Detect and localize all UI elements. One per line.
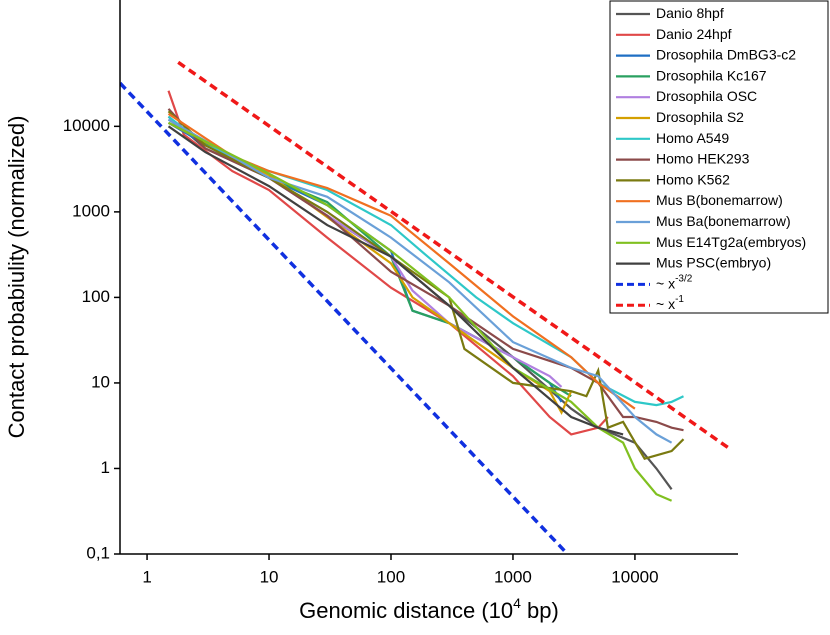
legend-exponent: -1 [675, 294, 684, 305]
legend-label: Homo K562 [656, 171, 730, 187]
x-label-tail: bp) [521, 598, 559, 623]
x-tick-label: 100 [377, 567, 405, 586]
legend-name: Danio 24hpf [656, 26, 732, 42]
legend-name: Mus E14Tg2a(embryos) [656, 234, 806, 250]
legend-label: Drosophila S2 [656, 109, 744, 125]
legend-label: Drosophila DmBG3-c2 [656, 46, 796, 62]
y-tick-label: 10 [91, 372, 110, 391]
legend-name: Drosophila OSC [656, 88, 757, 104]
legend-label: Drosophila OSC [656, 88, 757, 104]
x-label-text: Genomic distance (10 [299, 598, 513, 623]
legend-name: Drosophila S2 [656, 109, 744, 125]
series-line [167, 90, 609, 436]
series-line [167, 118, 673, 444]
legend-name: Danio 8hpf [656, 5, 724, 21]
y-tick-label: 100 [82, 287, 110, 306]
y-tick-label: 10000 [63, 116, 110, 135]
y-axis-label: Contact probabiulity (normalized) [4, 116, 29, 439]
legend-label: Mus B(bonemarrow) [656, 192, 783, 208]
legend-name: Mus Ba(bonemarrow) [656, 213, 791, 229]
series-line [177, 60, 731, 451]
series-line [167, 108, 684, 432]
series-line [167, 125, 624, 436]
x-axis-label: Genomic distance (104 bp) [299, 595, 559, 623]
legend-label: Mus E14Tg2a(embryos) [656, 234, 806, 250]
x-tick-label: 1 [142, 567, 151, 586]
legend-label: Danio 24hpf [656, 26, 732, 42]
legend-name: Homo A549 [656, 130, 729, 146]
legend-label: ~ x-3/2 [656, 273, 693, 291]
legend-label: Mus PSC(embryo) [656, 254, 771, 270]
legend-label: Drosophila Kc167 [656, 67, 767, 83]
legend-label: Homo A549 [656, 130, 729, 146]
legend-label: Mus Ba(bonemarrow) [656, 213, 791, 229]
series-line [167, 121, 573, 416]
legend-name: ~ x [656, 296, 675, 312]
legend-name: Drosophila Kc167 [656, 67, 767, 83]
legend-exponent: -3/2 [675, 273, 693, 284]
x-tick-label: 10 [260, 567, 279, 586]
y-tick-label: 1000 [72, 201, 110, 220]
legend-label: Danio 8hpf [656, 5, 724, 21]
plot-area [120, 60, 731, 554]
y-tick-label: 1 [101, 458, 110, 477]
series-line [120, 81, 569, 554]
legend-label: ~ x-1 [656, 294, 684, 312]
legend-name: Drosophila DmBG3-c2 [656, 46, 796, 62]
legend-name: Mus B(bonemarrow) [656, 192, 783, 208]
x-tick-label: 10000 [611, 567, 658, 586]
legend [609, 0, 829, 314]
series-line [168, 121, 673, 502]
legend-name: Homo HEK293 [656, 150, 750, 166]
x-tick-label: 1000 [494, 567, 532, 586]
legend-name: Mus PSC(embryo) [656, 254, 771, 270]
legend-name: Homo K562 [656, 171, 730, 187]
x-label-sup: 4 [513, 595, 521, 611]
legend-label: Homo HEK293 [656, 150, 750, 166]
legend-name: ~ x [656, 275, 675, 291]
y-tick-label: 0,1 [86, 543, 110, 562]
series-line [167, 110, 685, 460]
